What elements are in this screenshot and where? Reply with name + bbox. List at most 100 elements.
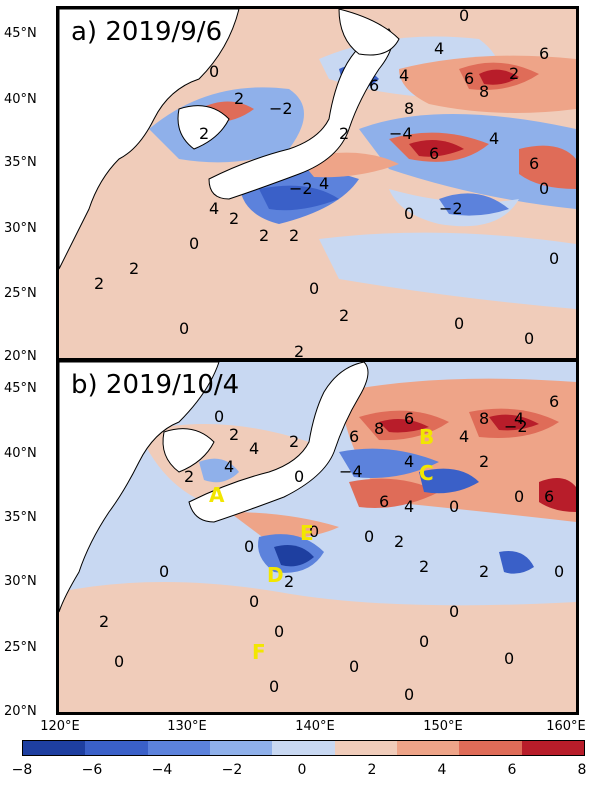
svg-text:0: 0 [449, 602, 459, 621]
svg-text:0: 0 [539, 179, 549, 198]
svg-text:4: 4 [434, 39, 444, 58]
colorbar-segment [178, 741, 211, 755]
lon-tick-140: 140°E [295, 719, 335, 734]
colorbar [22, 740, 585, 756]
marker-c: C [419, 461, 434, 485]
svg-text:0: 0 [309, 279, 319, 298]
svg-text:−2: −2 [269, 99, 293, 118]
svg-text:8: 8 [479, 409, 489, 428]
svg-text:2: 2 [234, 89, 244, 108]
continent-landmass [59, 9, 240, 270]
marker-e: E [300, 521, 314, 545]
svg-text:0: 0 [404, 685, 414, 704]
svg-text:4: 4 [404, 497, 414, 516]
svg-text:−4: −4 [339, 462, 363, 481]
colorbar-tick: 2 [367, 762, 377, 778]
colorbar-tick: 8 [577, 762, 587, 778]
svg-text:0: 0 [309, 522, 319, 541]
svg-text:0: 0 [214, 407, 224, 426]
svg-text:2: 2 [339, 124, 349, 143]
svg-text:2: 2 [184, 467, 194, 486]
colorbar-tick: 6 [507, 762, 517, 778]
lat-tick-b-40: 40°N [4, 446, 37, 461]
svg-text:2: 2 [229, 209, 239, 228]
marker-b: B [419, 425, 434, 449]
svg-text:4: 4 [514, 409, 524, 428]
svg-text:2: 2 [509, 64, 519, 83]
marker-f: F [252, 640, 266, 664]
svg-text:4: 4 [209, 199, 219, 218]
svg-text:2: 2 [199, 124, 209, 143]
svg-text:2: 2 [99, 612, 109, 631]
colorbar-segment [147, 741, 179, 755]
svg-text:0: 0 [244, 537, 254, 556]
svg-text:2: 2 [129, 259, 139, 278]
continent-landmass [59, 362, 220, 613]
lon-tick-160: 160°E [546, 719, 586, 734]
svg-text:−2: −2 [504, 417, 528, 436]
marker-a: A [209, 483, 225, 507]
lon-tick-130: 130°E [167, 719, 207, 734]
svg-text:4: 4 [319, 174, 329, 193]
svg-text:2: 2 [259, 226, 269, 245]
svg-text:2: 2 [289, 432, 299, 451]
lat-tick-a-20: 20°N [4, 349, 37, 364]
svg-text:−4: −4 [389, 124, 413, 143]
colorbar-tick: −2 [221, 762, 243, 778]
svg-text:0: 0 [294, 467, 304, 486]
svg-text:8: 8 [374, 419, 384, 438]
colorbar-segment [397, 741, 429, 755]
svg-text:0: 0 [504, 649, 514, 668]
colorbar-segment [365, 741, 398, 755]
anomaly-map-b: 0 2 4 2 4 2 0 0 6 8 6 4 8 4 6 −4 4 6 4 0… [59, 362, 576, 712]
svg-text:6: 6 [549, 392, 559, 411]
colorbar-tick: −4 [151, 762, 173, 778]
svg-text:8: 8 [479, 82, 489, 101]
colorbar-segment [210, 741, 242, 755]
svg-text:0: 0 [179, 319, 189, 338]
svg-text:2: 2 [289, 226, 299, 245]
svg-text:0: 0 [514, 487, 524, 506]
lat-tick-a-25: 25°N [4, 286, 37, 301]
svg-text:−2: −2 [439, 199, 463, 218]
svg-text:0: 0 [159, 562, 169, 581]
svg-text:0: 0 [249, 592, 259, 611]
svg-text:0: 0 [189, 234, 199, 253]
lat-tick-b-30: 30°N [4, 574, 37, 589]
lat-tick-a-30: 30°N [4, 221, 37, 236]
svg-text:−2: −2 [289, 179, 313, 198]
svg-text:4: 4 [399, 66, 409, 85]
svg-text:4: 4 [459, 427, 469, 446]
marker-d: D [267, 563, 284, 587]
svg-text:2: 2 [479, 452, 489, 471]
svg-text:0: 0 [404, 204, 414, 223]
svg-text:0: 0 [274, 622, 284, 641]
lat-tick-b-35: 35°N [4, 510, 37, 525]
svg-text:2: 2 [294, 342, 304, 358]
colorbar-segment [459, 741, 491, 755]
lon-tick-120: 120°E [40, 719, 80, 734]
colorbar-segment [303, 741, 335, 755]
lat-tick-a-35: 35°N [4, 155, 37, 170]
colorbar-segment [116, 741, 148, 755]
svg-text:0: 0 [419, 632, 429, 651]
svg-text:6: 6 [404, 409, 414, 428]
svg-text:0: 0 [364, 527, 374, 546]
svg-text:4: 4 [404, 452, 414, 471]
svg-text:0: 0 [349, 657, 359, 676]
svg-text:6: 6 [464, 69, 474, 88]
svg-text:0: 0 [454, 314, 464, 333]
svg-text:8: 8 [404, 99, 414, 118]
svg-text:6: 6 [529, 154, 539, 173]
svg-text:2: 2 [284, 572, 294, 591]
svg-text:6: 6 [379, 492, 389, 511]
svg-text:0: 0 [524, 329, 534, 348]
svg-text:0: 0 [114, 652, 124, 671]
svg-text:0: 0 [549, 249, 559, 268]
lon-tick-150: 150°E [423, 719, 463, 734]
svg-text:0: 0 [449, 497, 459, 516]
svg-text:6: 6 [369, 76, 379, 95]
colorbar-segment [428, 741, 460, 755]
colorbar-tick: −8 [11, 762, 33, 778]
svg-text:6: 6 [429, 144, 439, 163]
